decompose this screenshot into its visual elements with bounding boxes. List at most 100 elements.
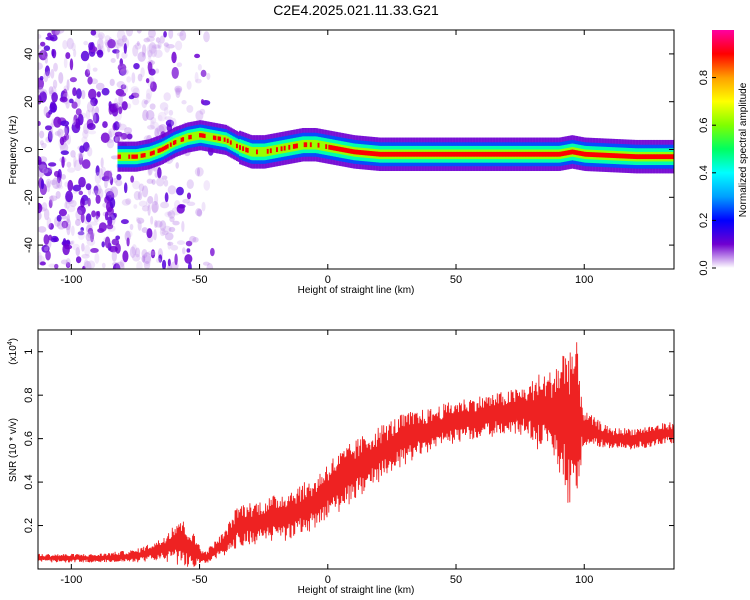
spectrogram-ridge-cell [628, 153, 631, 159]
spectrogram-ridge-cell [311, 139, 314, 150]
spectrogram-noise-blob [46, 181, 51, 193]
spectrogram-noise-blob [137, 190, 143, 201]
spectrogram-x-axis-title: Height of straight line (km) [298, 285, 415, 296]
spectrogram-noise-blob [200, 69, 207, 78]
spectrogram-noise-blob [92, 113, 97, 124]
spectrogram-ridge-cell [155, 147, 158, 156]
spectrogram-ridge-cell [348, 148, 351, 154]
spectrogram-ridge-cell [420, 151, 423, 157]
spectrogram-noise-blob [60, 215, 68, 220]
spectrogram-ridge-cell [471, 151, 474, 157]
spectrogram-noise-blob [38, 226, 47, 233]
spectrogram-ridge-cell [279, 144, 282, 154]
spectrogram-ridge-cell [246, 147, 249, 153]
spectrogram-noise-blob [79, 145, 85, 154]
spectrogram-noise-blob [66, 214, 70, 224]
spectrogram-ridge-cell [486, 151, 489, 157]
spectrogram-ridge-cell [440, 151, 443, 157]
spectrogram-y-tick-label: -20 [23, 189, 35, 205]
spectrogram-noise-blob [72, 87, 77, 97]
spectrogram-noise-blob [38, 121, 41, 127]
spectrogram-ridge-cell [239, 145, 241, 150]
spectrogram-noise-blob [163, 31, 167, 38]
spectrogram-ridge-cell [534, 151, 537, 157]
spectrogram-noise-blob [116, 173, 122, 181]
spectrogram-noise-blob [164, 232, 174, 241]
spectrogram-ridge-cell [549, 151, 552, 157]
spectrogram-ridge-cell [569, 149, 572, 155]
spectrogram-ridge-cell [163, 145, 166, 151]
spectrogram-noise-blob [115, 39, 123, 45]
spectrogram-noise-blob [110, 58, 116, 64]
spectrogram-ridge-cell [325, 144, 328, 150]
spectrogram-ridge-cell [242, 146, 245, 152]
spectrogram-noise-blob [98, 168, 104, 180]
spectrogram-ridge-cell [562, 151, 565, 157]
spectrogram-ridge-cell [120, 152, 123, 161]
spectrogram-ridge-cell [354, 149, 357, 155]
spectrogram-noise-blob [186, 192, 192, 200]
spectrogram-ridge-cell [251, 147, 254, 157]
spectrogram-noise-blob [147, 124, 155, 130]
spectrogram-ridge-cell [574, 150, 577, 155]
spectrogram-ridge-cell [351, 149, 354, 154]
spectrogram-noise-blob [101, 241, 105, 248]
spectrogram-ridge-cell [436, 151, 438, 157]
spectrogram-ridge-cell [505, 151, 508, 157]
spectrogram-noise-blob [56, 220, 66, 230]
spectrogram-ridge-cell [245, 147, 248, 153]
spectrogram-y-axis-title: Frequency (Hz) [8, 116, 19, 185]
spectrogram-ridge-cell [146, 150, 149, 159]
spectrogram-noise-blob [75, 209, 83, 221]
spectrogram-noise-blob [50, 195, 54, 204]
spectrogram-noise-blob [165, 119, 175, 127]
spectrogram-ridge-cell [222, 135, 225, 144]
spectrogram-ridge-cell [219, 136, 221, 141]
spectrogram-noise-blob [38, 202, 43, 214]
spectrogram-noise-blob [65, 190, 73, 203]
spectrogram-noise-blob [55, 30, 62, 36]
spectrogram-ridge-cell [257, 147, 260, 157]
spectrogram-noise-blob [43, 106, 49, 117]
spectrogram-noise-blob [104, 178, 108, 189]
spectrogram-ridge-cell [526, 151, 529, 157]
spectrogram-noise-blob [49, 34, 58, 42]
spectrogram-noise-blob [73, 155, 77, 168]
spectrogram-ridge-cell [234, 140, 237, 150]
spectrogram-noise-blob [167, 210, 176, 219]
spectrogram-noise-blob [123, 43, 127, 54]
spectrogram-ridge-cell [583, 151, 586, 157]
spectrogram-noise-blob [197, 64, 202, 71]
spectrogram-noise-blob [77, 113, 84, 126]
snr-panel: -100 -50 0 50 100 0.2 0.4 0.6 0.8 1 Height of st… [7, 329, 675, 596]
spectrogram-noise-blob [171, 117, 177, 129]
spectrogram-ridge-cell [668, 154, 671, 160]
spectrogram-noise-blob [95, 82, 105, 91]
spectrogram-noise-blob [108, 128, 115, 138]
spectrogram-ridge-cell [380, 151, 383, 157]
spectrogram-ridge-cell [320, 140, 323, 151]
spectrogram-noise-blob [153, 219, 158, 229]
spectrogram-ridge-cell [560, 151, 563, 157]
spectrogram-ridge-cell [359, 150, 362, 155]
spectrogram-ridge-cell [339, 146, 342, 152]
spectrogram-noise-blob [38, 50, 48, 61]
spectrogram-noise-blob [161, 175, 168, 180]
spectrogram-noise-blob [146, 178, 154, 184]
spectrogram-ridge-cell [323, 141, 326, 152]
spectrogram-noise-blob [113, 134, 121, 143]
spectrogram-noise-blob [92, 67, 98, 72]
spectrogram-ridge-cell [577, 150, 580, 156]
spectrogram-ridge-cell [243, 144, 246, 154]
spectrogram-noise-blob [97, 210, 101, 218]
spectrogram-noise-blob [163, 179, 169, 187]
spectrogram-ridge-cell [199, 133, 201, 138]
spectrogram-ridge-cell [182, 137, 185, 142]
spectrogram-x-ticks: -100 -50 0 50 100 [60, 30, 593, 286]
spectrogram-noise-blob [71, 240, 75, 245]
spectrogram-noise-blob [124, 127, 133, 134]
spectrogram-noise-blob [51, 177, 61, 189]
spectrogram-ridge-cell [297, 140, 300, 151]
spectrogram-noise-blob [132, 180, 141, 190]
spectrogram-noise-blob [151, 203, 158, 214]
